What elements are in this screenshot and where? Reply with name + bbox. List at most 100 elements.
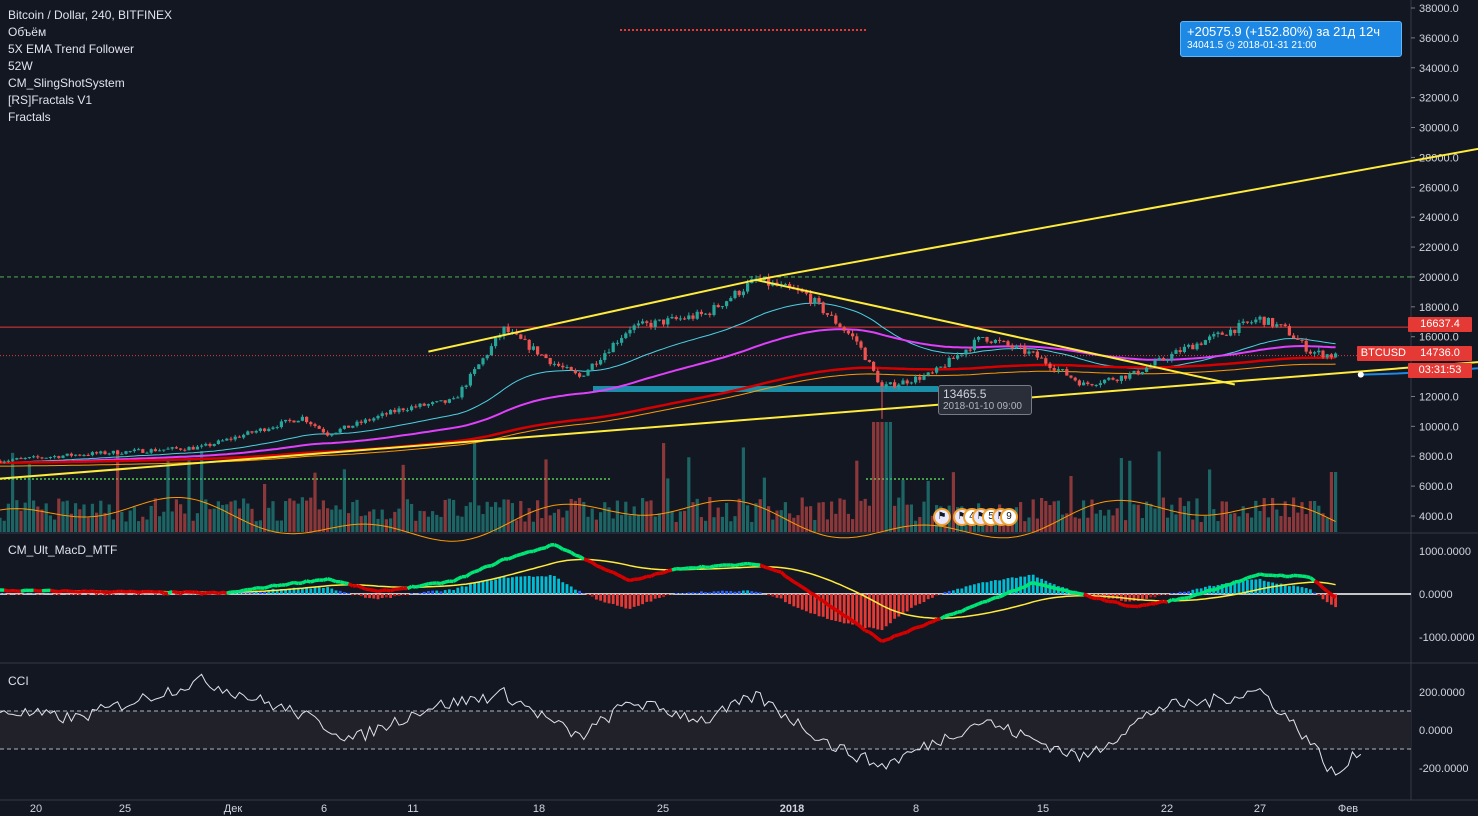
volume-bar [204, 499, 208, 532]
macd-histogram-bar [1006, 578, 1010, 594]
candle-body [1086, 382, 1090, 385]
candle-body [464, 385, 468, 387]
candle-body [53, 456, 57, 458]
macd-line-segment [289, 580, 295, 586]
macd-line-segment [889, 634, 896, 641]
macd-line-segment [1246, 574, 1253, 580]
x-tick-label: 22 [1161, 803, 1173, 815]
candle-body [876, 370, 880, 383]
trendlines[interactable] [0, 56, 1478, 480]
macd-line-segment [965, 605, 971, 611]
macd-histogram-bar [1313, 592, 1316, 594]
macd-histogram-bar [1187, 591, 1190, 594]
volume-bar [397, 508, 401, 532]
candle-body [1019, 345, 1023, 347]
candle-body [468, 373, 472, 386]
volume-bar [1040, 497, 1044, 532]
volume-bar [1056, 500, 1060, 532]
legend-indicator[interactable]: [RS]Fractals V1 [8, 93, 93, 107]
candle-body [1208, 336, 1212, 341]
volume-bar [498, 507, 502, 532]
volume-bar [615, 500, 619, 532]
volume-bar [300, 497, 304, 532]
legend-indicator[interactable]: Fractals [8, 110, 51, 124]
volume-bar [40, 509, 44, 532]
volume-bar [305, 500, 309, 532]
candle-body [964, 349, 968, 355]
candle-body [422, 403, 426, 406]
macd-line-segment [465, 572, 472, 578]
macd-histogram-bar [1157, 594, 1161, 596]
macd-histogram-bar [1195, 588, 1199, 594]
flag-icon[interactable]: ⚑ [933, 508, 951, 526]
macd-histogram-bar [464, 586, 468, 594]
event-badge[interactable]: 9 [1000, 508, 1018, 526]
macd-pane-title[interactable]: CM_Ult_MacD_MTF [8, 543, 118, 557]
volume-bar [1220, 501, 1224, 532]
candle-body [1136, 370, 1140, 375]
macd-line-segment [906, 628, 913, 634]
volume-bar [1069, 476, 1073, 532]
candle-body [82, 454, 86, 456]
legend-indicator[interactable]: 5X EMA Trend Follower [8, 42, 135, 56]
legend-indicator[interactable]: 52W [8, 59, 33, 73]
macd-histogram-bar [750, 591, 754, 594]
candle-body [254, 430, 258, 433]
volume-bar [23, 502, 27, 532]
legend-symbol[interactable]: Bitcoin / Dollar, 240, BITFINEX [8, 8, 173, 22]
macd-line-segment [566, 548, 572, 555]
candle-body [191, 447, 195, 450]
candle-body [905, 380, 909, 384]
volume-bar [1250, 517, 1254, 532]
macd-histogram-bar [1309, 589, 1312, 594]
macd-histogram-bar [326, 587, 329, 594]
macd-line-segment [1032, 580, 1039, 586]
macd-histogram-bar [788, 594, 791, 605]
volume-bar [334, 505, 338, 532]
macd-histogram-bar [322, 587, 325, 594]
cci-line [0, 673, 1362, 776]
candle-body [1321, 350, 1325, 358]
macd-histogram-bar [330, 588, 334, 594]
candle-body [531, 346, 535, 350]
candle-body [838, 323, 842, 328]
candle-body [943, 366, 947, 368]
macd-line-segment [1015, 586, 1022, 592]
macd-line-segment [730, 563, 736, 568]
candle-body [590, 363, 594, 370]
macd-line-segment [1272, 573, 1278, 578]
volume-bar [1065, 513, 1069, 532]
volume-bar [191, 520, 195, 532]
candle-body [120, 453, 124, 455]
cci-pane-title[interactable]: CCI [8, 674, 29, 688]
macd-histogram-bar [805, 594, 808, 612]
candle-body [267, 428, 271, 432]
volume-bar [754, 503, 758, 532]
volume-bar [846, 513, 850, 532]
macd-line-segment [1288, 573, 1295, 579]
legend-indicator[interactable]: CM_SlingShotSystem [8, 76, 125, 90]
macd-histogram-bar [1262, 580, 1266, 594]
volume-bar [897, 497, 901, 532]
point-date: 2018-01-10 09:00 [943, 401, 1022, 412]
candle-body [393, 409, 397, 413]
macd-histogram-bar [242, 592, 245, 594]
macd-histogram-bar [485, 579, 489, 594]
candle-body [326, 432, 330, 436]
macd-histogram-bar [653, 594, 657, 599]
macd-line-segment [859, 625, 867, 632]
candle-body [1296, 338, 1300, 340]
measure-price: 34041.5 [1187, 40, 1224, 51]
macd-line-segment [957, 609, 963, 614]
volume-bar [636, 514, 640, 532]
candle-body [1052, 368, 1056, 371]
volume-bar [851, 519, 855, 532]
macd-line-segment [813, 593, 821, 601]
legend-indicator[interactable]: Объём [8, 25, 47, 39]
volume-bar [426, 516, 430, 532]
macd-line-segment [196, 590, 203, 596]
macd-line-segment [322, 577, 329, 582]
volume-bar [389, 518, 393, 532]
macd-line-segment [801, 585, 808, 592]
